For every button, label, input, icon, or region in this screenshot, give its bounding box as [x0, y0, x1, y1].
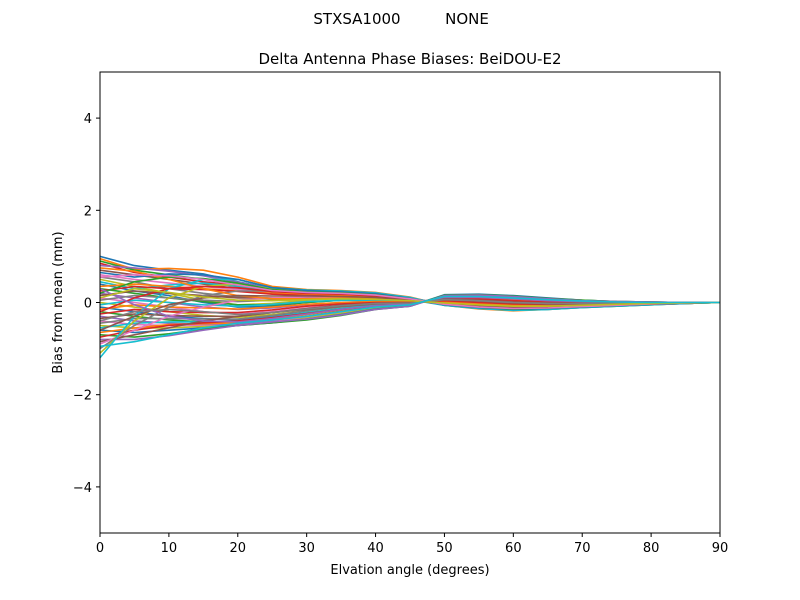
y-axis: −4 −2 0 2 4 [73, 112, 100, 496]
x-tick-label: 0 [96, 541, 104, 556]
plot-lines [99, 255, 721, 359]
x-tick-label: 60 [505, 541, 522, 556]
series-line-47 [99, 273, 721, 310]
x-tick-label: 50 [436, 541, 453, 556]
x-tick-label: 10 [161, 541, 178, 556]
x-tick-label: 90 [712, 541, 729, 556]
x-tick-label: 30 [298, 541, 315, 556]
x-axis: 0 10 20 30 40 50 60 70 80 90 [96, 533, 728, 556]
series-line-49 [99, 287, 721, 308]
x-tick-label: 80 [643, 541, 660, 556]
chart-title: Delta Antenna Phase Biases: BeiDOU-E2 [259, 50, 562, 68]
x-axis-label: Elvation angle (degrees) [330, 563, 489, 578]
figure-suptitle-left: STXSA1000 [313, 10, 400, 28]
y-tick-label: 4 [84, 112, 92, 127]
series-line-48 [99, 298, 720, 322]
x-tick-label: 40 [367, 541, 384, 556]
figure-suptitle-right: NONE [445, 10, 489, 28]
x-tick-label: 70 [574, 541, 591, 556]
x-tick-label: 20 [230, 541, 247, 556]
series-line-50 [99, 295, 720, 348]
y-axis-label: Bias from mean (mm) [51, 231, 66, 373]
y-tick-label: −2 [73, 389, 92, 404]
y-tick-label: 2 [84, 204, 92, 219]
y-tick-label: −4 [73, 481, 92, 496]
y-tick-label: 0 [84, 297, 92, 312]
